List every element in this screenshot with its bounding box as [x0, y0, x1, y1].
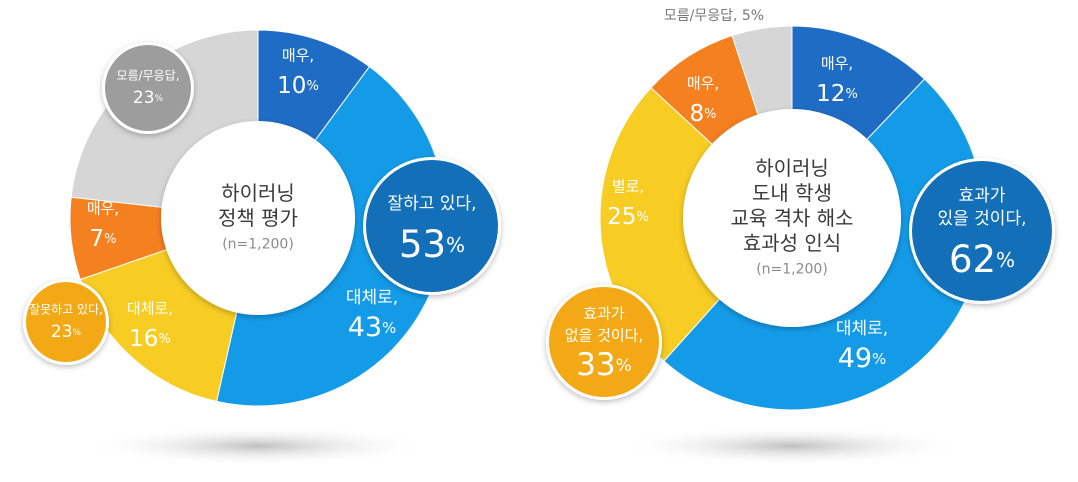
floor-shadow	[617, 426, 967, 466]
slice-value-percent-sign: %	[704, 107, 716, 122]
bubble	[105, 45, 191, 131]
slice-label: 대체로,	[836, 319, 888, 339]
bubble-value-percent-sign: %	[996, 248, 1015, 272]
bubble-value: 23%	[51, 322, 82, 342]
bubble-value: 23%	[133, 88, 164, 108]
slice-value-percent-sign: %	[845, 87, 857, 102]
center-title-line1: 하이러닝	[755, 156, 829, 180]
bubble-value-percent-sign: %	[155, 94, 164, 104]
bubble-label: 있을 것이다,	[937, 209, 1026, 229]
slice-label: 매우,	[282, 47, 314, 65]
center-title-line3: 교육 격차 해소	[730, 206, 853, 230]
center-title-line2: 도내 학생	[752, 181, 832, 205]
bubble-value-number: 23	[51, 322, 73, 342]
slice-label: 별로,	[612, 178, 644, 196]
center-title-line1: 하이러닝	[221, 181, 295, 205]
center-disc	[161, 121, 355, 315]
slice-value: 25%	[607, 204, 649, 230]
slice-value: 16%	[129, 326, 171, 352]
bubble-label: 효과가	[583, 305, 625, 323]
bubble-label: 모름/무응답,	[116, 69, 179, 83]
center-disc	[683, 109, 901, 327]
slice-label: 대체로,	[346, 288, 398, 308]
unknown-slice-label: 모름/무응답, 5%	[664, 8, 764, 24]
slice-value: 8%	[690, 101, 717, 127]
floor-shadow	[83, 426, 433, 466]
bubble-value-percent-sign: %	[616, 356, 632, 376]
bubble-label: 잘못하고 있다,	[29, 303, 103, 317]
slice-value-number: 49	[838, 343, 872, 374]
slice-value-number: 7	[90, 226, 105, 252]
slice-value-percent-sign: %	[306, 79, 318, 94]
slice-label: 대체로,	[127, 300, 173, 318]
slice-value: 10%	[277, 73, 319, 99]
bubble-value-number: 62	[949, 238, 996, 281]
bubble-value-number: 23	[133, 88, 155, 108]
slice-label: 매우,	[87, 200, 119, 218]
bubble	[912, 161, 1052, 301]
slice-value-number: 16	[129, 326, 158, 352]
bubble-label: 효과가	[959, 186, 1006, 206]
bubble-value: 62%	[949, 238, 1015, 281]
slice-value-percent-sign: %	[158, 332, 170, 347]
bubble	[549, 287, 659, 397]
slice-value-number: 8	[690, 101, 705, 127]
bubble-label: 잘하고 있다,	[387, 194, 476, 214]
bubble-value-number: 53	[399, 223, 446, 266]
slice-value-percent-sign: %	[636, 210, 648, 225]
slice-value-number: 10	[277, 73, 306, 99]
slice-value-percent-sign: %	[382, 319, 396, 337]
bubble	[366, 160, 498, 292]
slice-value: 49%	[838, 343, 887, 374]
bubble-value: 53%	[399, 223, 465, 266]
slice-value: 7%	[90, 226, 117, 252]
center-title-line4: 효과성 인식	[743, 231, 841, 255]
bubble-value-percent-sign: %	[446, 233, 465, 257]
slice-label: 매우,	[687, 75, 719, 93]
slice-value: 43%	[348, 312, 397, 343]
slice-value-percent-sign: %	[872, 350, 886, 368]
center-title-line2: 정책 평가	[218, 206, 298, 230]
bubble-label: 없을 것이다,	[565, 327, 644, 345]
slice-value: 12%	[816, 81, 858, 107]
slice-value-percent-sign: %	[104, 232, 116, 247]
center-sample-size: (n=1,200)	[756, 262, 828, 278]
bubble-value-percent-sign: %	[73, 328, 82, 338]
bubble-value: 33%	[576, 347, 632, 383]
slice-value-number: 43	[348, 312, 382, 343]
bubble	[26, 282, 106, 362]
slice-value-number: 12	[816, 81, 845, 107]
slice-value-number: 25	[607, 204, 636, 230]
slice-label: 매우,	[821, 55, 853, 73]
bubble-value-number: 33	[576, 347, 615, 383]
center-sample-size: (n=1,200)	[222, 237, 294, 253]
